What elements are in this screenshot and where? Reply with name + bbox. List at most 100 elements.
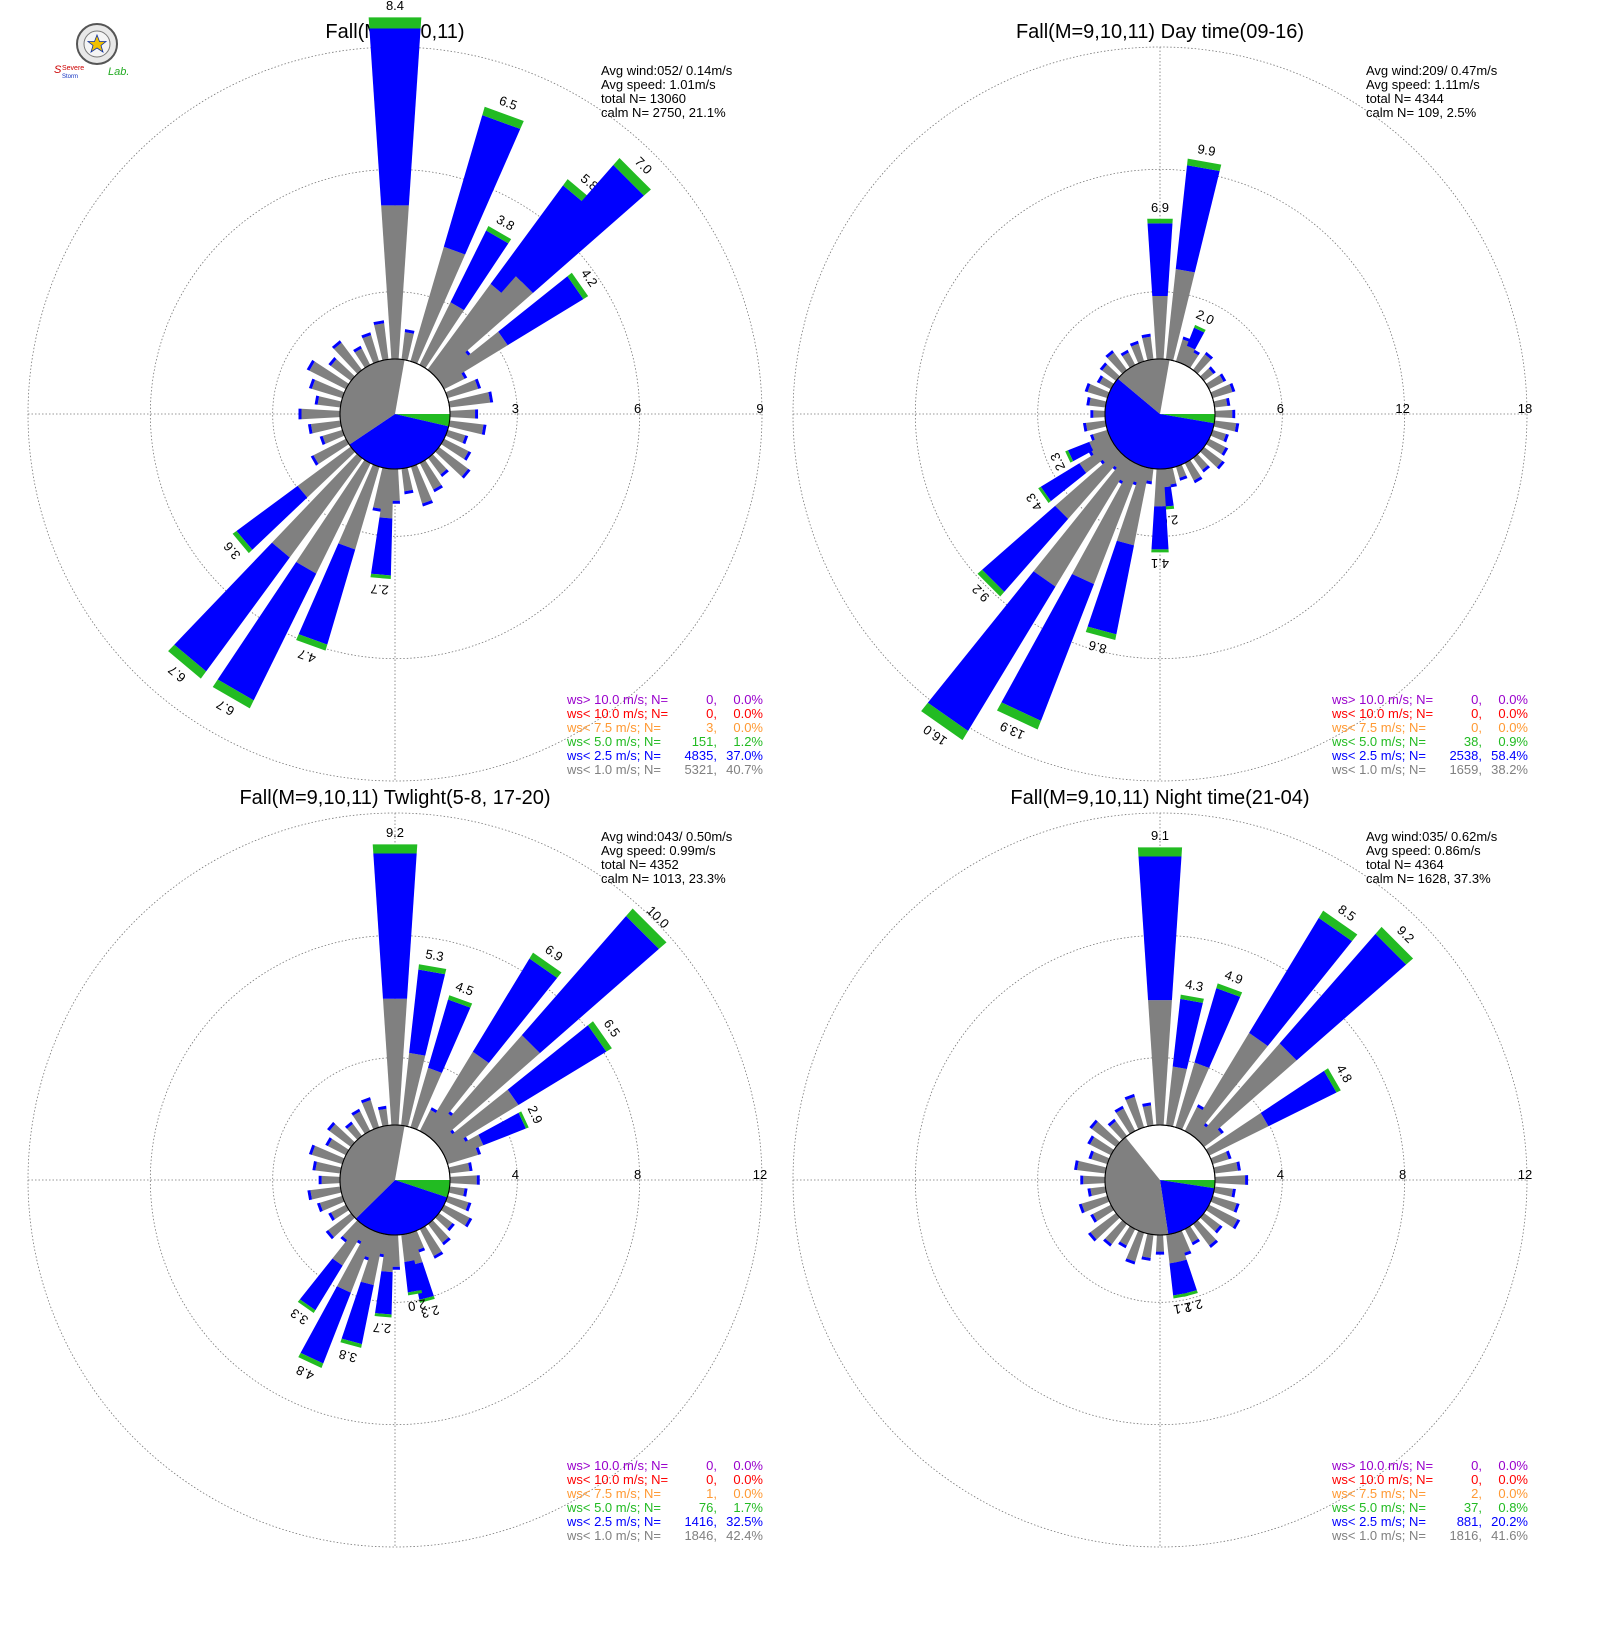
minor-petal-blue bbox=[433, 1251, 444, 1259]
stats-line: calm N= 1628, 37.3% bbox=[1366, 871, 1491, 886]
minor-petal-gray bbox=[419, 1109, 438, 1134]
minor-petal-gray bbox=[1184, 351, 1199, 368]
minor-petal-gray bbox=[445, 379, 479, 399]
minor-petal-blue bbox=[328, 1212, 335, 1221]
petal-value-label: 6.7 bbox=[214, 697, 237, 719]
petal-segment-blue bbox=[515, 165, 644, 294]
minor-petal-gray bbox=[1213, 420, 1237, 432]
ring-label: 12 bbox=[753, 1167, 767, 1182]
ring-label: 8 bbox=[1399, 1167, 1406, 1182]
minor-petal-gray bbox=[410, 1230, 424, 1251]
minor-petal-blue bbox=[1103, 1238, 1112, 1247]
petal-segment-calm-gray bbox=[437, 1089, 519, 1152]
legend-percent: 42.4% bbox=[726, 1528, 763, 1543]
minor-petal-gray bbox=[310, 420, 342, 434]
chart-title: Fall(M=9,10,11) Night time(21-04) bbox=[1010, 787, 1309, 809]
minor-petal-gray bbox=[448, 392, 491, 408]
minor-petal-gray bbox=[1184, 1106, 1205, 1134]
petal-segment-blue bbox=[1169, 1261, 1188, 1296]
stats-line: Avg wind:043/ 0.50m/s bbox=[601, 829, 733, 844]
minor-petal-blue bbox=[351, 1108, 361, 1116]
minor-petal-blue bbox=[361, 332, 372, 339]
minor-petal-blue bbox=[447, 1222, 455, 1232]
minor-petal-blue bbox=[1155, 1251, 1165, 1255]
petal-segment-green bbox=[567, 272, 589, 300]
minor-petal-blue bbox=[463, 451, 472, 461]
minor-petal-blue bbox=[1193, 476, 1203, 484]
legend-label: ws< 1.0 m/s; N= bbox=[1331, 762, 1426, 777]
calm-sector-blue bbox=[355, 1180, 448, 1235]
minor-petal-gray bbox=[1142, 1233, 1154, 1258]
minor-petal-blue bbox=[422, 500, 434, 507]
ring-label: 3 bbox=[512, 401, 519, 416]
minor-petal-gray bbox=[1175, 1230, 1191, 1254]
minor-petal-blue bbox=[1114, 1105, 1124, 1113]
minor-petal-gray bbox=[1200, 1127, 1222, 1148]
minor-petal-blue bbox=[468, 1162, 473, 1172]
ring-label: 9 bbox=[756, 401, 763, 416]
petal-segment-blue bbox=[490, 185, 592, 298]
minor-petal-gray bbox=[1213, 398, 1228, 408]
petal-segment-blue bbox=[1249, 917, 1353, 1046]
calm-circle-outline bbox=[339, 358, 451, 470]
legend-label: ws> 10.0 m/s; N= bbox=[1331, 692, 1433, 707]
petal-segment-blue bbox=[1001, 573, 1094, 721]
legend-percent: 40.7% bbox=[726, 762, 763, 777]
legend-percent: 0.0% bbox=[733, 720, 763, 735]
petal-value-label: 2.7 bbox=[370, 581, 389, 598]
minor-petal-blue bbox=[1204, 351, 1214, 360]
legend-percent: 0.0% bbox=[733, 1472, 763, 1487]
minor-petal-gray bbox=[1090, 438, 1114, 457]
windrose-panel-2: Fall(M=9,10,11) Day time(09-16) 6 12 18 6.9 9… bbox=[792, 21, 1532, 782]
petal-segment-blue bbox=[299, 1258, 343, 1311]
logo-text-storm: Storm bbox=[62, 74, 78, 80]
petal-value-label: 4.5 bbox=[454, 978, 476, 998]
minor-petal-gray bbox=[301, 408, 341, 420]
minor-petal-gray bbox=[352, 1111, 371, 1134]
grid-ring bbox=[272, 291, 518, 537]
petal-segment-calm-gray bbox=[1170, 1232, 1187, 1263]
petal-segment-blue bbox=[1194, 988, 1241, 1068]
minor-petal-gray bbox=[1184, 460, 1201, 481]
calm-sector-green bbox=[395, 1180, 450, 1198]
petal-segment-green bbox=[626, 908, 667, 949]
legend-label: ws< 7.5 m/s; N= bbox=[566, 720, 661, 735]
minor-petal-blue bbox=[327, 1121, 336, 1131]
minor-petal-blue bbox=[319, 435, 326, 446]
legend-count: 0, bbox=[1471, 1472, 1482, 1487]
logo-text-lab: Lab. bbox=[108, 66, 129, 78]
petal-segment-green bbox=[418, 964, 447, 975]
minor-petal-gray bbox=[310, 1186, 342, 1200]
legend-label: ws< 1.0 m/s; N= bbox=[566, 762, 661, 777]
petal-segment-calm-gray bbox=[405, 1232, 423, 1265]
minor-petal-blue bbox=[1105, 350, 1114, 359]
minor-petal-gray bbox=[427, 454, 447, 475]
legend-count: 881, bbox=[1457, 1514, 1482, 1529]
grid-ring bbox=[1037, 291, 1283, 537]
minor-petal-blue bbox=[433, 484, 444, 493]
minor-petal-gray bbox=[311, 1145, 345, 1165]
minor-petal-gray bbox=[1116, 1108, 1136, 1134]
ring-label: 4 bbox=[512, 1167, 519, 1182]
petal-value-label: 9.2 bbox=[386, 825, 404, 840]
legend-label: ws< 5.0 m/s; N= bbox=[1331, 1500, 1426, 1515]
calm-sector-blue bbox=[1160, 1180, 1215, 1235]
minor-petal-gray bbox=[1125, 1096, 1145, 1130]
petal-segment-blue bbox=[404, 1260, 422, 1293]
minor-petal-gray bbox=[1077, 1160, 1107, 1174]
minor-petal-gray bbox=[1087, 384, 1110, 399]
petal-value-label: 4.8 bbox=[294, 1362, 317, 1383]
legend-count: 2538, bbox=[1449, 748, 1482, 763]
petal-segment-blue bbox=[373, 853, 417, 999]
petal-segment-green bbox=[482, 106, 524, 129]
stats-line: total N= 4352 bbox=[601, 857, 679, 872]
legend-label: ws< 2.5 m/s; N= bbox=[566, 748, 661, 763]
minor-petal-blue bbox=[474, 378, 482, 389]
minor-petal-blue bbox=[331, 340, 342, 350]
minor-petal-gray bbox=[441, 1136, 467, 1156]
minor-petal-gray bbox=[1117, 460, 1136, 483]
legend-percent: 0.0% bbox=[1498, 706, 1528, 721]
petal-segment-calm-gray bbox=[1175, 1062, 1210, 1130]
petal-segment-blue bbox=[174, 542, 290, 672]
petal-segment-calm-gray bbox=[381, 1234, 394, 1273]
